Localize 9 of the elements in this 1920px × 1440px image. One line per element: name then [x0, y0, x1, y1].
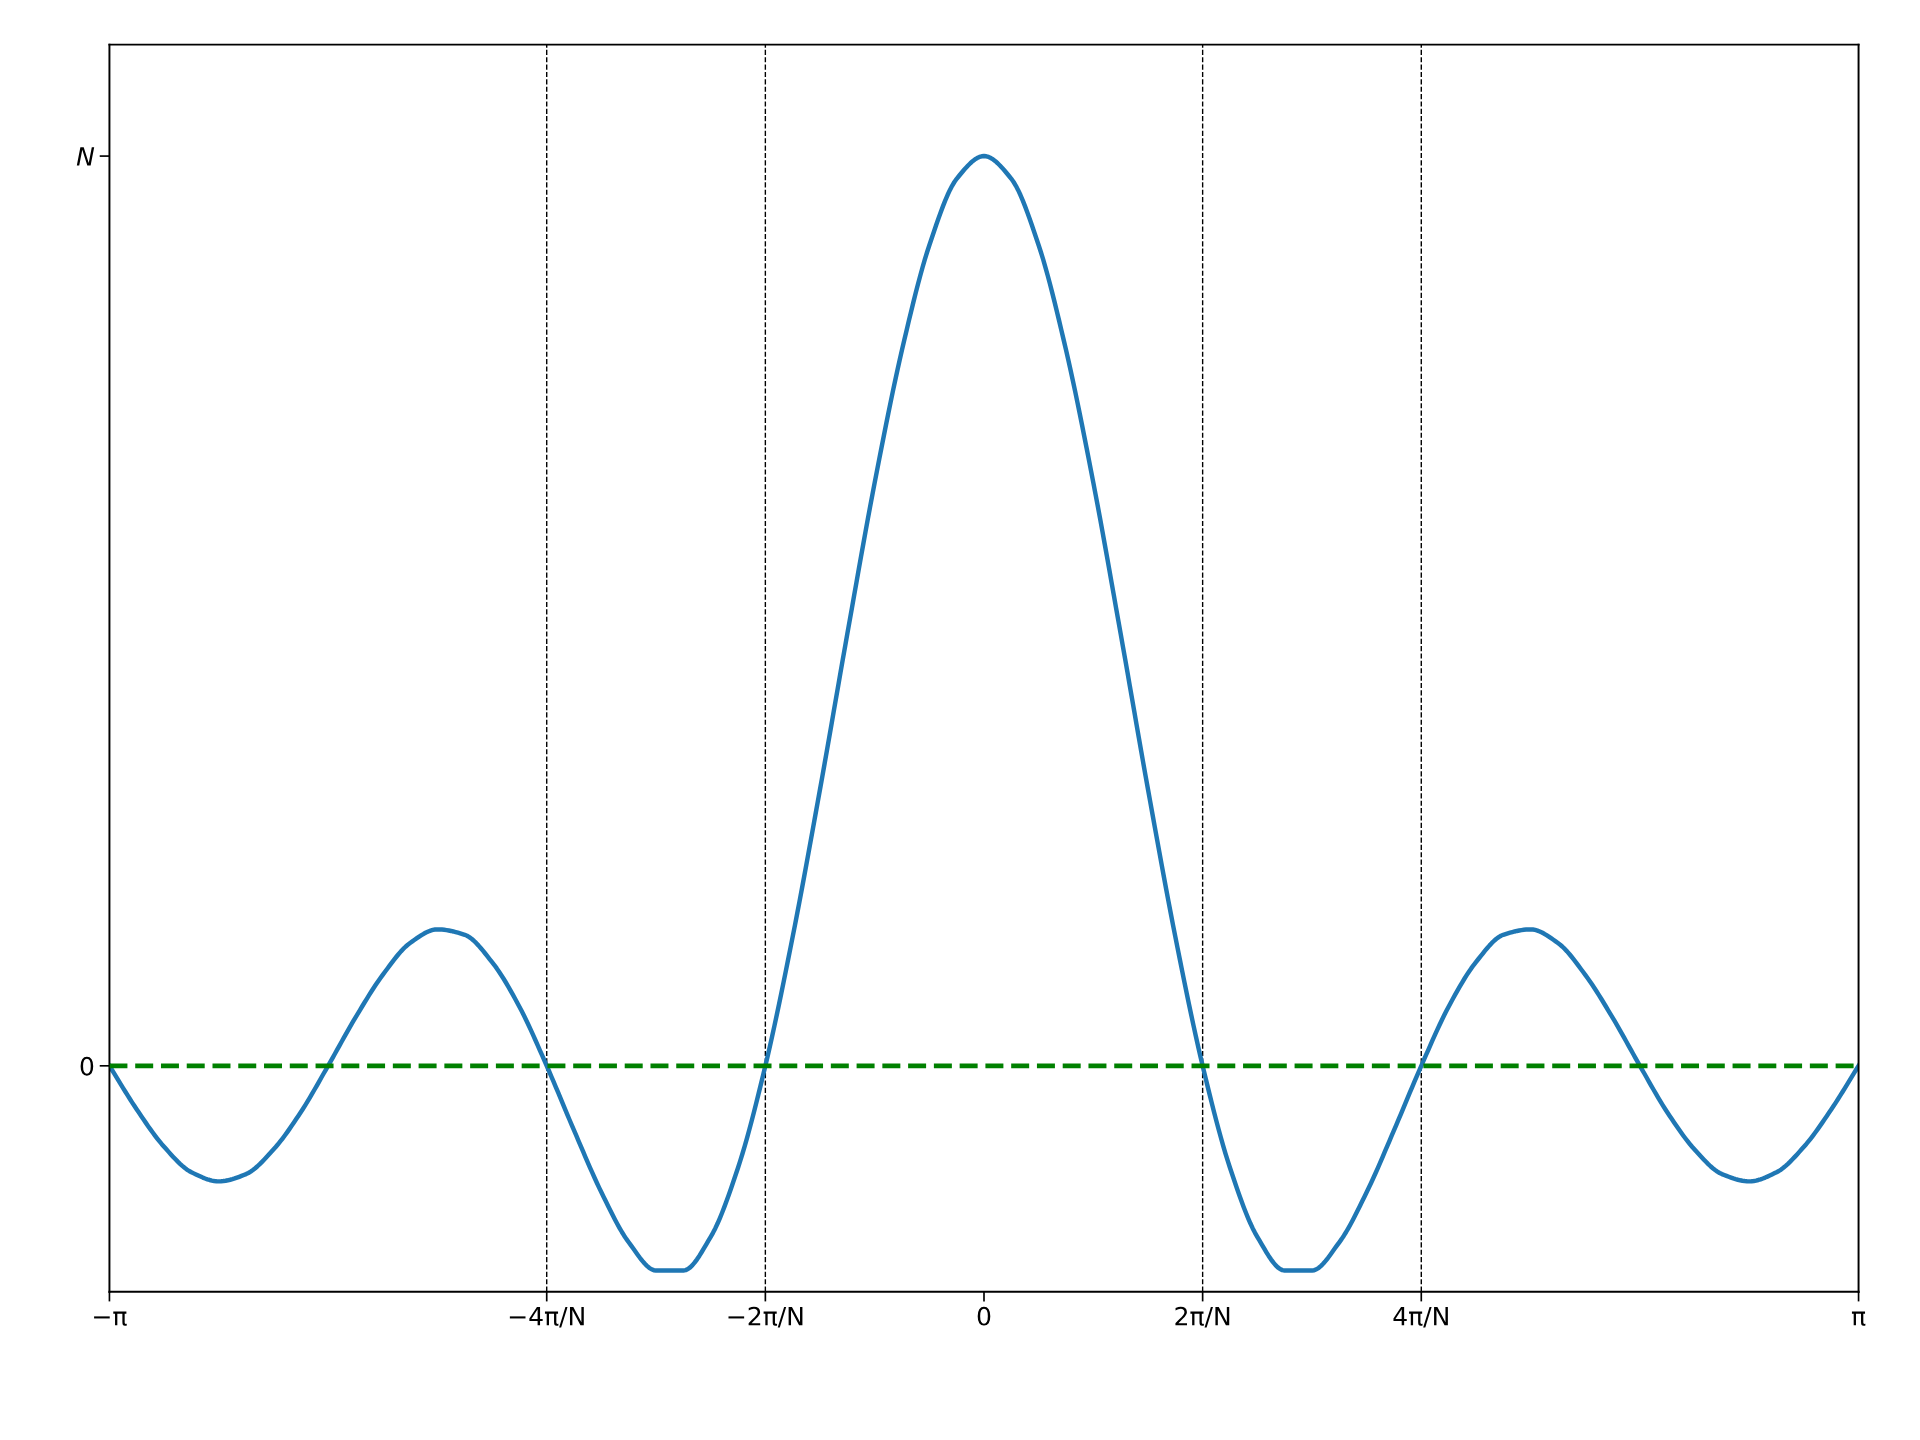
x-tick-label: 0	[977, 1306, 991, 1326]
x-tick-label: π	[1851, 1311, 1866, 1326]
text: N	[76, 147, 95, 166]
text: 0	[80, 1056, 94, 1076]
x-tick-label: 2π/N	[1175, 1306, 1230, 1328]
x-tick-label: 4π/N	[1393, 1307, 1448, 1328]
x-tick-label: −π	[94, 1311, 127, 1326]
x-tick-label: −4π/N	[509, 1307, 584, 1328]
x-tick-label: −2π/N	[728, 1306, 803, 1328]
